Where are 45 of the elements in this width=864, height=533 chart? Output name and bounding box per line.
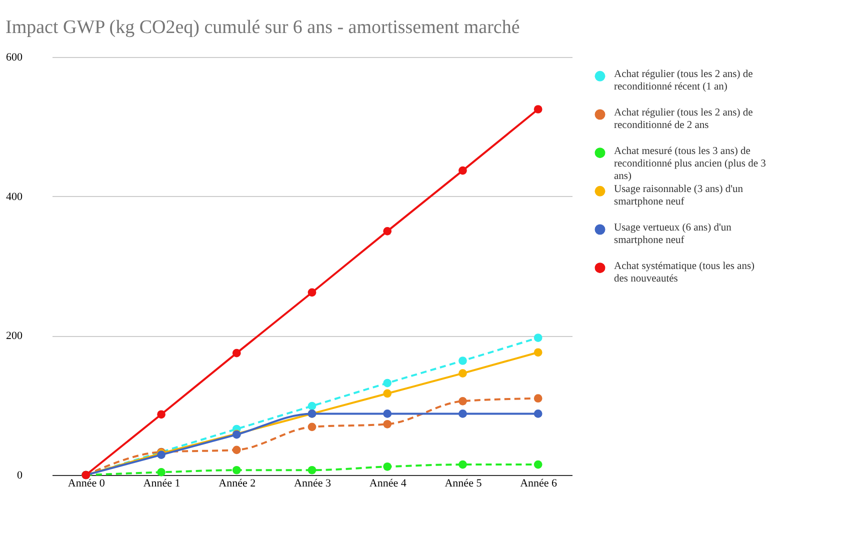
point: [308, 422, 316, 432]
legend-label: Achat systématique (tous les ans) des nouveautés: [614, 260, 756, 284]
point: [157, 410, 166, 419]
point: [458, 356, 467, 365]
legend-label: Usage vertueux (6 ans) d'un smartphone neuf: [614, 222, 732, 246]
legend-label: Achat régulier (tous les 2 ans) de reconditionné récent (1 an): [614, 69, 754, 93]
point: [534, 348, 542, 357]
point: [157, 468, 166, 476]
x-tick-label: Année 4: [369, 478, 407, 490]
point: [534, 394, 542, 403]
chart-title: Impact GWP (kg CO2eq) cumulé sur 6 ans - amortissement marché: [6, 17, 520, 38]
x-tick-label: Année 2: [218, 478, 256, 490]
y-tick-label: 600: [6, 52, 23, 64]
y-tick-label: 200: [6, 330, 23, 342]
point: [534, 410, 542, 418]
x-tick-label: Année 3: [294, 478, 332, 490]
point: [458, 410, 467, 418]
point: [383, 226, 392, 236]
point: [308, 288, 316, 297]
point: [232, 466, 241, 474]
x-tick-label: Année 6: [520, 478, 558, 490]
point: [458, 460, 467, 469]
point: [383, 420, 392, 428]
point: [534, 105, 542, 114]
legend-label: Achat régulier (tous les 2 ans) de reconditionné de 2 ans: [614, 108, 754, 131]
point: [232, 446, 241, 454]
point: [458, 369, 467, 378]
y-tick-label: 0: [17, 470, 23, 482]
legend-label: Achat mesuré (tous les 3 ans) de reconditionné plus ancien (plus de 3 ans): [614, 146, 766, 182]
x-tick-label: Année 5: [444, 478, 482, 490]
legend-label: Usage raisonnable (3 ans) d'un smartphone neuf: [614, 184, 744, 208]
y-tick-label: 400: [6, 190, 23, 203]
point: [383, 462, 392, 471]
point: [383, 389, 392, 398]
point: [383, 410, 392, 418]
point: [534, 334, 542, 342]
point: [458, 396, 467, 406]
point: [232, 348, 241, 358]
point: [383, 378, 392, 388]
point: [308, 466, 316, 474]
point: [458, 166, 467, 175]
point: [534, 460, 542, 469]
x-tick-label: Année 0: [68, 478, 106, 490]
point: [308, 402, 316, 410]
x-tick-label: Année 1: [143, 478, 180, 490]
